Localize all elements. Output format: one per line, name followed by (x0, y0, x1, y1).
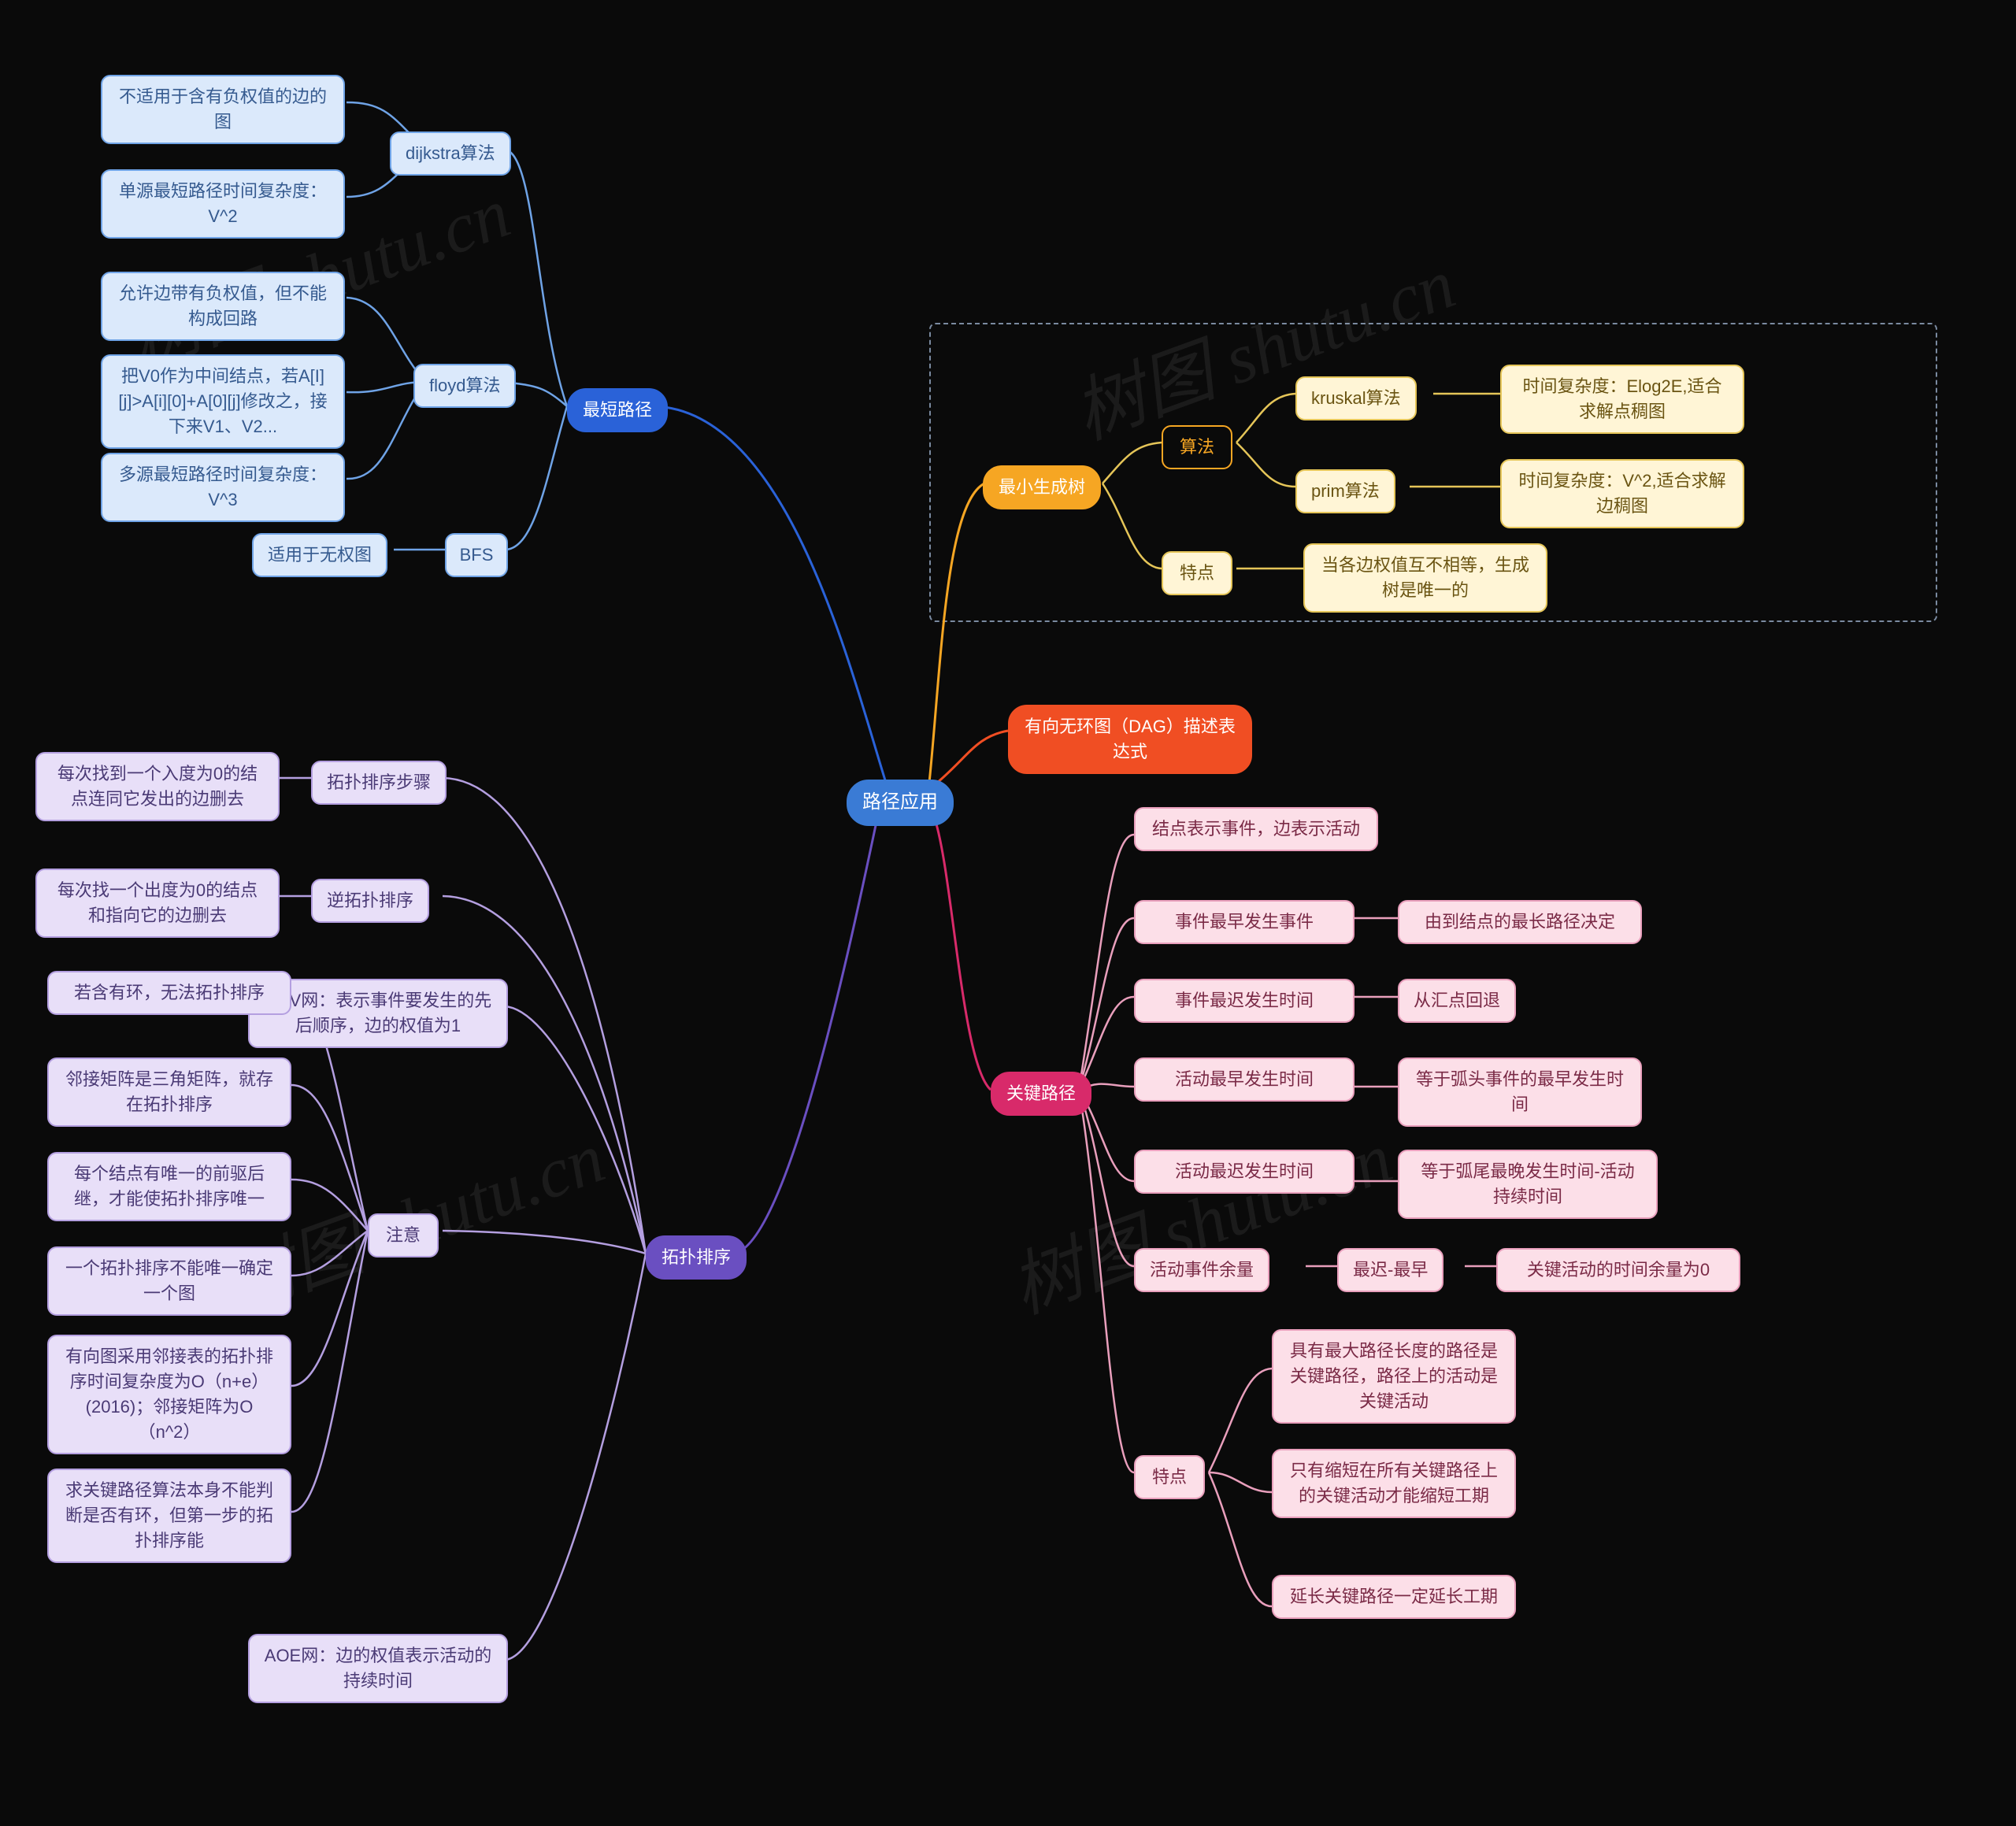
watermark: 树图 shutu.cn (995, 1101, 1403, 1333)
crit-event-late[interactable]: 事件最迟发生时间 (1134, 979, 1354, 1023)
dijkstra-leaf-a: 不适用于含有负权值的边的图 (101, 75, 345, 144)
mst-algo-node[interactable]: 算法 (1162, 425, 1232, 469)
mst-node[interactable]: 最小生成树 (983, 465, 1101, 509)
bfs-leaf-a: 适用于无权图 (252, 533, 387, 577)
mst-feat-node[interactable]: 特点 (1162, 551, 1232, 595)
crit-event-late-sub: 从汇点回退 (1398, 979, 1516, 1023)
kruskal-node[interactable]: kruskal算法 (1295, 376, 1417, 420)
topo-note-f: 求关键路径算法本身不能判断是否有环，但第一步的拓扑排序能 (47, 1469, 291, 1563)
topo-note-a: 若含有环，无法拓扑排序 (47, 971, 291, 1015)
crit-act-late[interactable]: 活动最迟发生时间 (1134, 1150, 1354, 1194)
topo-note-b: 邻接矩阵是三角矩阵，就存在拓扑排序 (47, 1057, 291, 1127)
crit-feat-b: 只有缩短在所有关键路径上的关键活动才能缩短工期 (1272, 1449, 1516, 1518)
crit-act-late-sub: 等于弧尾最晚发生时间-活动持续时间 (1398, 1150, 1658, 1219)
crit-event-early-sub: 由到结点的最长路径决定 (1398, 900, 1642, 944)
crit-act-early[interactable]: 活动最早发生时间 (1134, 1057, 1354, 1102)
topo-rev-a: 每次找一个出度为0的结点和指向它的边删去 (35, 869, 280, 938)
floyd-leaf-c: 多源最短路径时间复杂度：V^3 (101, 453, 345, 522)
shortest-path-node[interactable]: 最短路径 (567, 388, 668, 432)
topo-note-d: 一个拓扑排序不能唯一确定一个图 (47, 1246, 291, 1316)
crit-feat-c: 延长关键路径一定延长工期 (1272, 1575, 1516, 1619)
floyd-leaf-b: 把V0作为中间结点，若A[I][j]>A[i][0]+A[0][j]修改之，接下… (101, 354, 345, 449)
bfs-node[interactable]: BFS (445, 533, 508, 577)
dag-node[interactable]: 有向无环图（DAG）描述表达式 (1008, 705, 1252, 774)
crit-feat[interactable]: 特点 (1134, 1455, 1205, 1499)
crit-leaf-a: 结点表示事件，边表示活动 (1134, 807, 1378, 851)
dijkstra-node[interactable]: dijkstra算法 (390, 131, 511, 176)
crit-feat-a: 具有最大路径长度的路径是关键路径，路径上的活动是关键活动 (1272, 1329, 1516, 1424)
prim-leaf: 时间复杂度：V^2,适合求解边稠图 (1500, 459, 1744, 528)
crit-slack-mid: 最迟-最早 (1337, 1248, 1443, 1292)
floyd-leaf-a: 允许边带有负权值，但不能构成回路 (101, 272, 345, 341)
floyd-node[interactable]: floyd算法 (413, 364, 516, 408)
crit-act-early-sub: 等于弧头事件的最早发生时间 (1398, 1057, 1642, 1127)
critical-path-node[interactable]: 关键路径 (991, 1072, 1091, 1116)
topo-note[interactable]: 注意 (368, 1213, 439, 1257)
crit-event-early[interactable]: 事件最早发生事件 (1134, 900, 1354, 944)
topo-aoe[interactable]: AOE网：边的权值表示活动的持续时间 (248, 1634, 508, 1703)
crit-slack-sub: 关键活动的时间余量为0 (1496, 1248, 1740, 1292)
mst-feat-leaf: 当各边权值互不相等，生成树是唯一的 (1303, 543, 1547, 613)
topo-node[interactable]: 拓扑排序 (646, 1235, 747, 1280)
topo-rev[interactable]: 逆拓扑排序 (311, 879, 429, 923)
crit-slack[interactable]: 活动事件余量 (1134, 1248, 1269, 1292)
dijkstra-leaf-b: 单源最短路径时间复杂度：V^2 (101, 169, 345, 239)
prim-node[interactable]: prim算法 (1295, 469, 1395, 513)
root-node[interactable]: 路径应用 (847, 780, 954, 826)
kruskal-leaf: 时间复杂度：Elog2E,适合求解点稠图 (1500, 365, 1744, 434)
topo-step[interactable]: 拓扑排序步骤 (311, 761, 447, 805)
topo-step-a: 每次找到一个入度为0的结点连同它发出的边删去 (35, 752, 280, 821)
topo-note-c: 每个结点有唯一的前驱后继，才能使拓扑排序唯一 (47, 1152, 291, 1221)
topo-note-e: 有向图采用邻接表的拓扑排序时间复杂度为O（n+e）(2016)；邻接矩阵为O（n… (47, 1335, 291, 1454)
